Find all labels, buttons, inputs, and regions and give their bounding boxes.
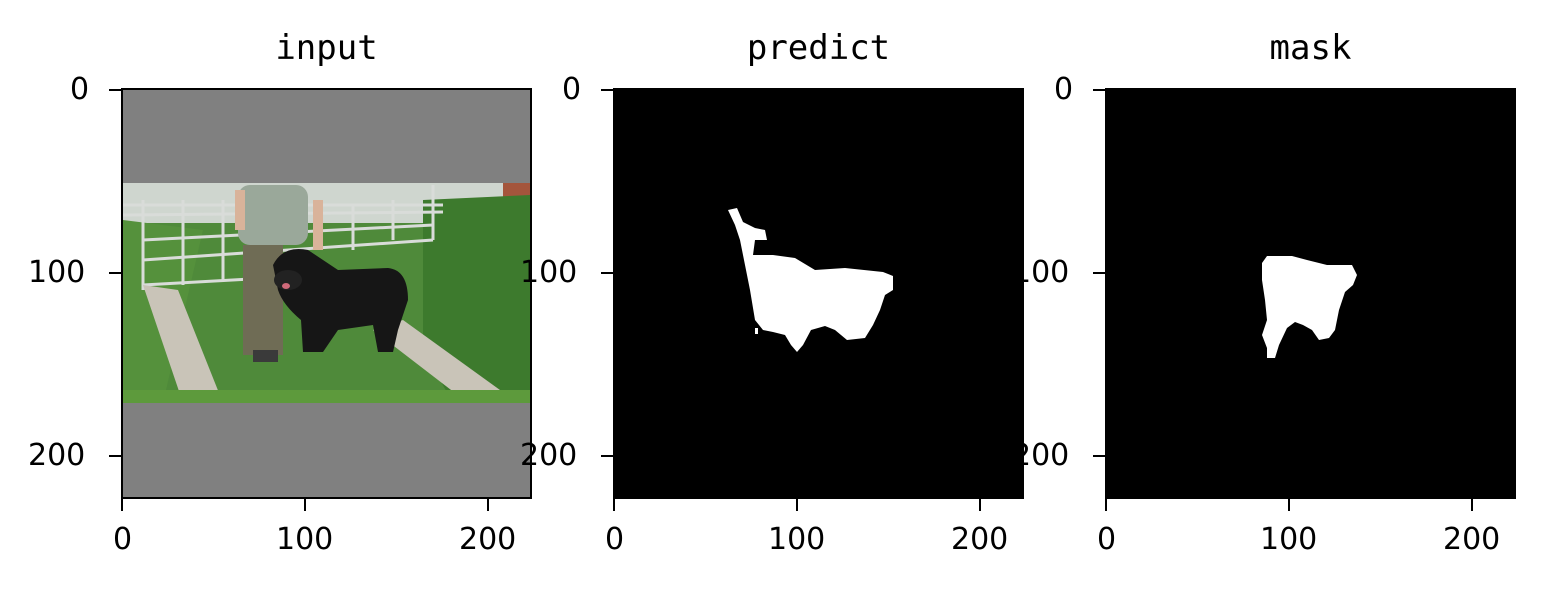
x-tick-label: 0 bbox=[113, 522, 133, 557]
x-tick-label: 100 bbox=[1260, 522, 1318, 557]
y-tick-label: 0 bbox=[1054, 72, 1074, 107]
y-tick-label: 200 bbox=[520, 438, 578, 473]
y-tick-label: 0 bbox=[70, 72, 90, 107]
x-tick-mark bbox=[1105, 499, 1107, 511]
y-tick-mark bbox=[109, 272, 121, 274]
x-tick-label: 0 bbox=[1097, 522, 1117, 557]
y-tick-mark bbox=[1093, 272, 1105, 274]
y-tick-label: 100 bbox=[520, 255, 578, 290]
y-tick-mark bbox=[601, 455, 613, 457]
image-axes-input bbox=[121, 88, 532, 499]
y-tick-mark bbox=[109, 89, 121, 91]
x-tick-mark bbox=[613, 499, 615, 511]
image-axes-mask bbox=[1105, 88, 1516, 499]
x-tick-mark bbox=[979, 499, 981, 511]
y-tick-label: 200 bbox=[1012, 438, 1070, 473]
image-axes-predict bbox=[613, 88, 1024, 499]
y-tick-label: 0 bbox=[562, 72, 582, 107]
ground-truth-mask bbox=[1107, 90, 1514, 497]
x-tick-mark bbox=[487, 499, 489, 511]
x-tick-label: 100 bbox=[276, 522, 334, 557]
x-tick-mark bbox=[1471, 499, 1473, 511]
x-tick-label: 200 bbox=[951, 522, 1009, 557]
x-tick-label: 0 bbox=[605, 522, 625, 557]
x-tick-mark bbox=[796, 499, 798, 511]
x-tick-mark bbox=[304, 499, 306, 511]
y-tick-mark bbox=[1093, 89, 1105, 91]
y-tick-label: 100 bbox=[1012, 255, 1070, 290]
panel-title-input: input bbox=[275, 28, 378, 68]
y-tick-mark bbox=[601, 89, 613, 91]
y-tick-mark bbox=[1093, 455, 1105, 457]
panel-input: input bbox=[0, 0, 560, 591]
x-tick-mark bbox=[1288, 499, 1290, 511]
panel-predict: predict 0 100 200 0 100 200 bbox=[520, 28, 1024, 557]
input-photo bbox=[123, 90, 530, 497]
panel-title-predict: predict bbox=[746, 28, 891, 68]
y-tick-label: 100 bbox=[28, 255, 86, 290]
panel-title-mask: mask bbox=[1269, 28, 1352, 68]
x-tick-mark bbox=[121, 499, 123, 511]
y-tick-mark bbox=[109, 455, 121, 457]
x-tick-label: 100 bbox=[768, 522, 826, 557]
y-tick-label: 200 bbox=[28, 438, 86, 473]
x-tick-label: 200 bbox=[459, 522, 517, 557]
x-tick-label: 200 bbox=[1443, 522, 1501, 557]
y-tick-mark bbox=[601, 272, 613, 274]
predicted-mask bbox=[615, 90, 1022, 497]
